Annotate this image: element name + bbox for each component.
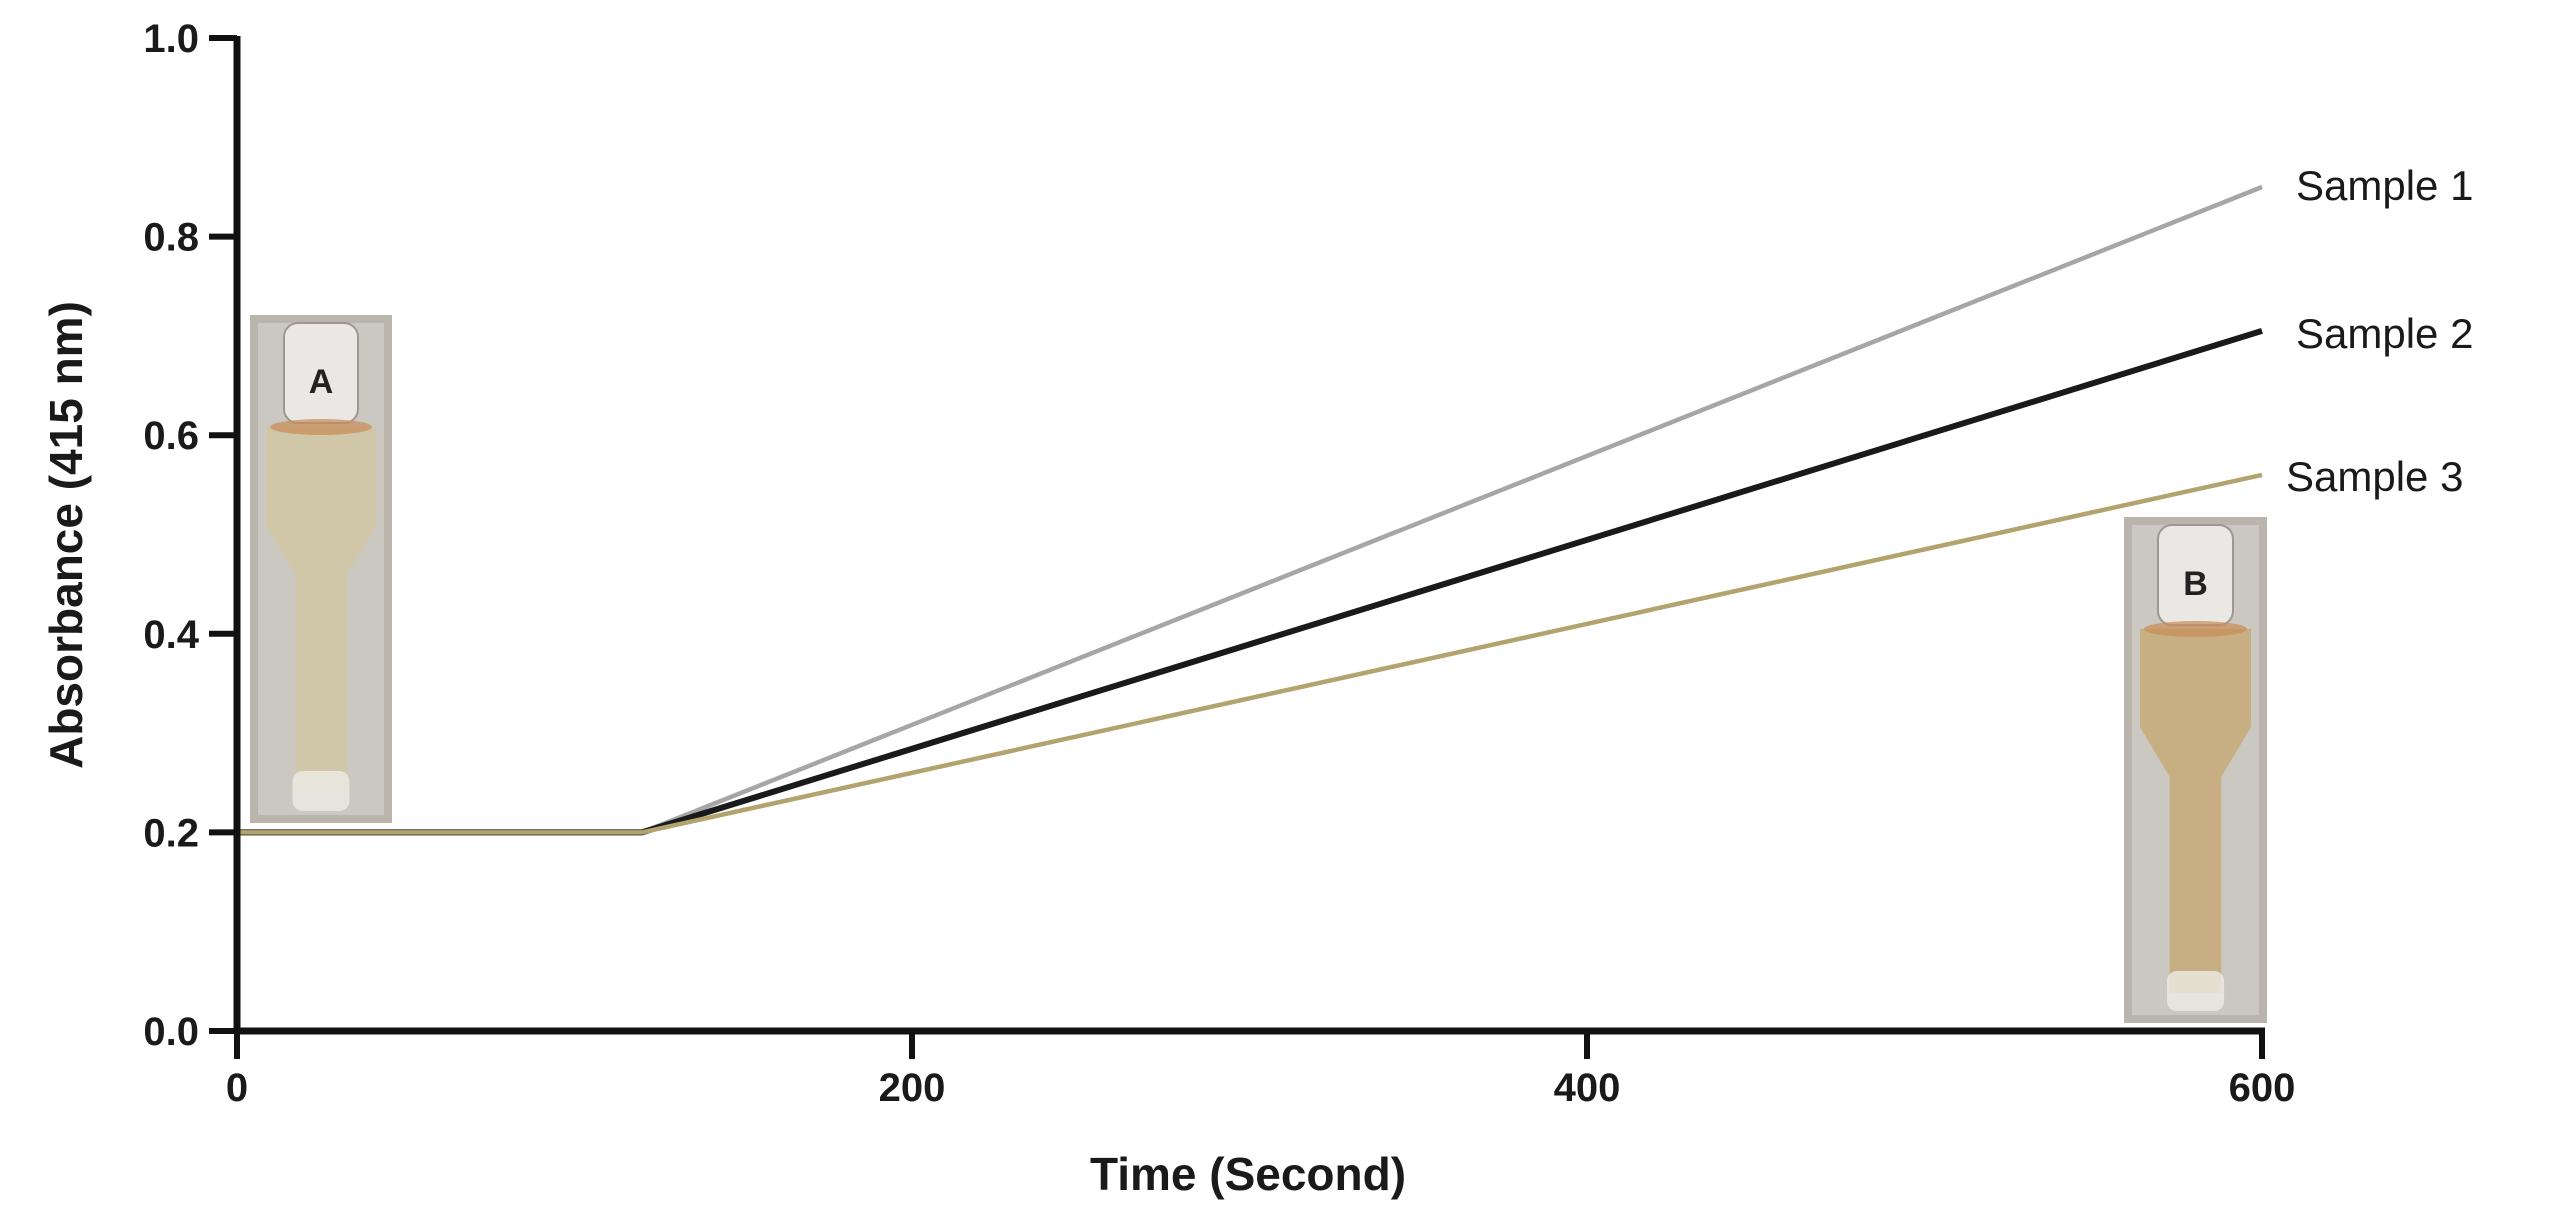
y-tick-label: 0.0	[143, 1010, 199, 1054]
cuvette-liquid	[2140, 629, 2251, 993]
series-label-3: Sample 3	[2286, 453, 2463, 500]
y-tick-label: 0.6	[143, 414, 199, 458]
y-tick-label: 0.8	[143, 216, 199, 260]
series-line-3	[237, 472, 2263, 835]
cuvette-inset-b: B	[2124, 517, 2267, 1023]
x-tick-label: 400	[1554, 1066, 1621, 1110]
x-tick-label: 200	[879, 1066, 946, 1110]
x-tick-label: 0	[226, 1066, 248, 1110]
cuvette-liquid	[266, 427, 376, 793]
cuvette-insets: AB	[250, 315, 2267, 1023]
series-line-1	[237, 184, 2263, 835]
inset-label-a: A	[309, 363, 334, 401]
liquid-meniscus	[2144, 621, 2247, 637]
series-line-2	[237, 328, 2263, 836]
x-tick-label: 600	[2229, 1066, 2296, 1110]
y-tick-label: 0.4	[143, 613, 199, 657]
series-label-1: Sample 1	[2296, 162, 2473, 209]
series-label-2: Sample 2	[2296, 310, 2473, 357]
x-axis-title: Time (Second)	[1090, 1148, 1406, 1200]
cuvette-base	[2166, 971, 2225, 1011]
axes: 0.0 0.2 0.4 0.6 0.8 1.0 0 200 400 600	[143, 17, 2295, 1110]
cuvette-base	[292, 771, 350, 811]
liquid-meniscus	[270, 419, 372, 435]
inset-label-b: B	[2183, 565, 2208, 603]
y-axis-title: Absorbance (415 nm)	[40, 301, 92, 769]
cuvette-inset-a: A	[250, 315, 392, 823]
y-tick-label: 1.0	[143, 17, 199, 61]
y-tick-label: 0.2	[143, 811, 199, 855]
series-layer: Sample 1 Sample 2 Sample 3	[237, 162, 2473, 836]
